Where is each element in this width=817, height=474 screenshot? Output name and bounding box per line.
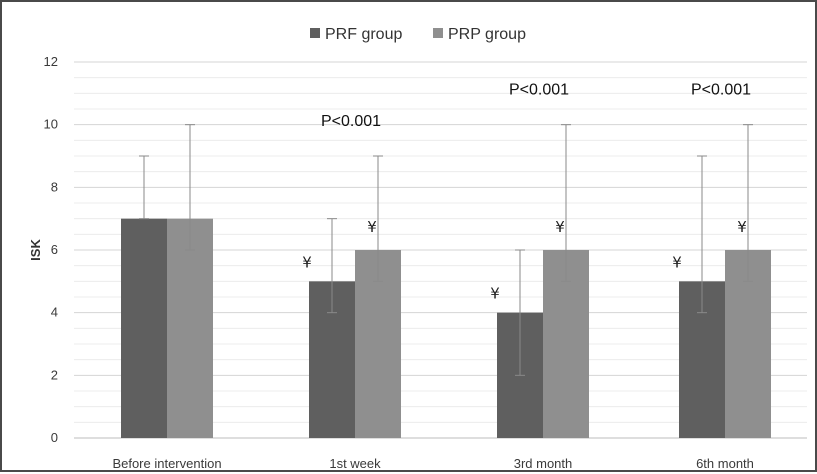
significance-mark: ¥ (490, 285, 500, 303)
legend-label-prf: PRF group (325, 26, 402, 43)
significance-mark: ¥ (737, 218, 747, 236)
y-tick-label: 0 (51, 430, 58, 445)
y-axis-label: ISK (28, 239, 43, 261)
legend: PRF group PRP group (310, 26, 526, 43)
bar (121, 218, 167, 438)
significance-mark: ¥ (672, 253, 682, 271)
legend-swatch-prp (433, 28, 443, 38)
p-value-annotation: P<0.001 (509, 82, 569, 99)
x-tick-label: 1st week (329, 456, 381, 471)
error-bars (139, 124, 753, 376)
significance-mark: ¥ (555, 218, 565, 236)
p-value-annotation: P<0.001 (321, 113, 381, 130)
y-tick-label: 8 (51, 179, 58, 194)
y-tick-label: 6 (51, 242, 58, 257)
y-tick-label: 2 (51, 367, 58, 382)
significance-mark: ¥ (367, 218, 377, 236)
labels: 0 2 4 6 8 10 12 Before intervention 1st week 3rd … (44, 54, 754, 471)
x-tick-label: Before intervention (112, 456, 221, 471)
y-tick-label: 10 (44, 117, 58, 132)
legend-label-prp: PRP group (448, 26, 526, 43)
significance-mark: ¥ (302, 253, 312, 271)
y-tick-label: 12 (44, 54, 58, 69)
legend-swatch-prf (310, 28, 320, 38)
bar (167, 218, 213, 438)
x-tick-label: 3rd month (514, 456, 573, 471)
y-tick-label: 4 (51, 305, 58, 320)
p-value-annotation: P<0.001 (691, 82, 751, 99)
x-tick-label: 6th month (696, 456, 754, 471)
